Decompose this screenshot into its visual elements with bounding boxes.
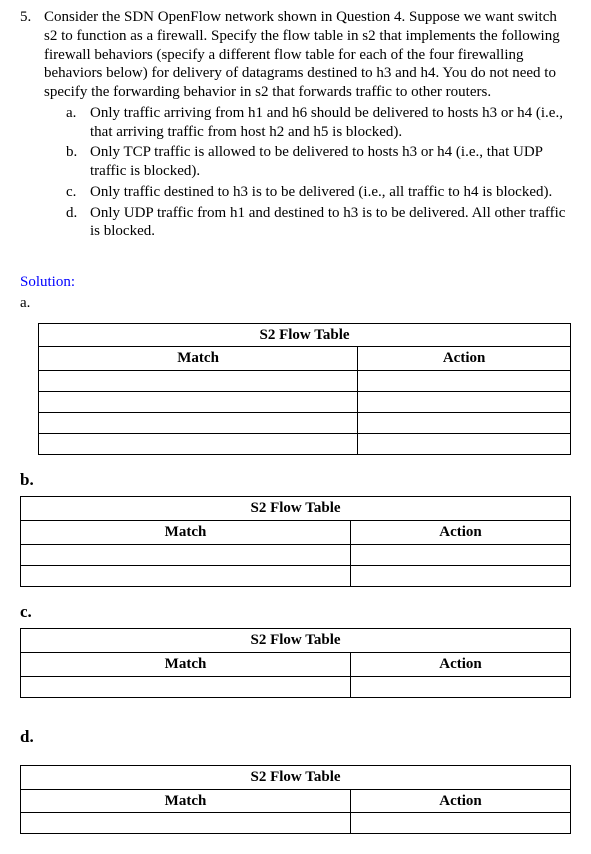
part-b-label: b. <box>20 469 571 490</box>
sub-item-c: c. Only traffic destined to h3 is to be … <box>66 183 552 202</box>
cell <box>39 434 358 455</box>
sub-letter: d. <box>66 204 90 242</box>
cell <box>358 371 571 392</box>
part-c-label: c. <box>20 601 571 622</box>
sub-letter: a. <box>66 104 90 142</box>
flow-table-a: S2 Flow Table Match Action <box>38 323 571 456</box>
sub-item-b: b. Only TCP traffic is allowed to be del… <box>66 143 571 181</box>
cell <box>21 813 351 834</box>
part-a-label: a. <box>20 294 571 313</box>
table-title: S2 Flow Table <box>21 629 571 653</box>
sub-letter: c. <box>66 183 90 202</box>
cell <box>351 676 571 697</box>
sub-item-d: d. Only UDP traffic from h1 and destined… <box>66 204 571 242</box>
col-match: Match <box>21 652 351 676</box>
table-c-wrap: S2 Flow Table Match Action <box>20 628 571 698</box>
flow-table-d: S2 Flow Table Match Action <box>20 765 571 835</box>
cell <box>351 565 571 586</box>
cell <box>358 413 571 434</box>
table-title: S2 Flow Table <box>21 497 571 521</box>
col-action: Action <box>351 652 571 676</box>
sub-text: Only traffic arriving from h1 and h6 sho… <box>90 104 571 142</box>
sub-text: Only traffic destined to h3 is to be del… <box>90 183 552 202</box>
sub-letter: b. <box>66 143 90 181</box>
cell <box>358 392 571 413</box>
table-title: S2 Flow Table <box>39 323 571 347</box>
table-b-wrap: S2 Flow Table Match Action <box>20 496 571 587</box>
table-d-wrap: S2 Flow Table Match Action <box>20 765 571 835</box>
cell <box>39 392 358 413</box>
sub-text: Only TCP traffic is allowed to be delive… <box>90 143 571 181</box>
col-action: Action <box>351 521 571 545</box>
sub-item-a: a. Only traffic arriving from h1 and h6 … <box>66 104 571 142</box>
page: 5. Consider the SDN OpenFlow network sho… <box>0 0 591 854</box>
col-match: Match <box>21 521 351 545</box>
sub-list: a. Only traffic arriving from h1 and h6 … <box>20 104 571 241</box>
cell <box>351 813 571 834</box>
question-block: 5. Consider the SDN OpenFlow network sho… <box>20 8 571 102</box>
part-d-label: d. <box>20 726 571 747</box>
flow-table-c: S2 Flow Table Match Action <box>20 628 571 698</box>
question-text: Consider the SDN OpenFlow network shown … <box>44 8 571 102</box>
col-action: Action <box>351 789 571 813</box>
flow-table-b: S2 Flow Table Match Action <box>20 496 571 587</box>
cell <box>358 434 571 455</box>
col-action: Action <box>358 347 571 371</box>
sub-text: Only UDP traffic from h1 and destined to… <box>90 204 571 242</box>
table-title: S2 Flow Table <box>21 765 571 789</box>
col-match: Match <box>39 347 358 371</box>
table-a-wrap: S2 Flow Table Match Action <box>20 323 571 456</box>
question-number: 5. <box>20 8 44 102</box>
cell <box>21 544 351 565</box>
col-match: Match <box>21 789 351 813</box>
cell <box>39 371 358 392</box>
solution-label: Solution: <box>20 273 571 292</box>
cell <box>21 676 351 697</box>
cell <box>39 413 358 434</box>
cell <box>21 565 351 586</box>
cell <box>351 544 571 565</box>
